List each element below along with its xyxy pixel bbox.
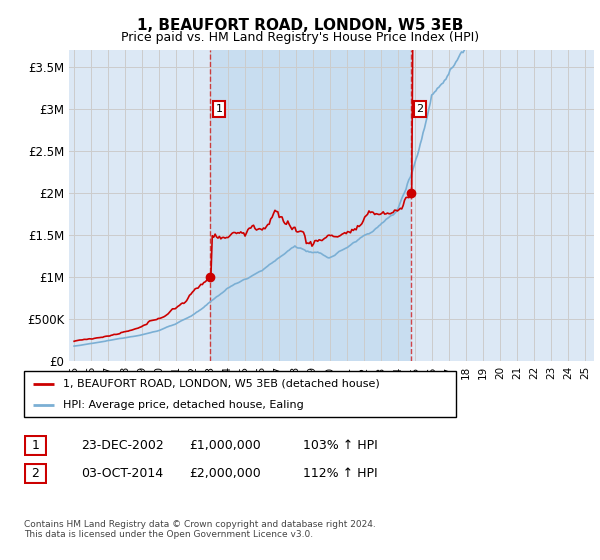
Text: 2: 2 (416, 104, 424, 114)
Text: 2: 2 (31, 466, 40, 480)
Text: £1,000,000: £1,000,000 (189, 438, 261, 452)
Text: 1, BEAUFORT ROAD, LONDON, W5 3EB (detached house): 1, BEAUFORT ROAD, LONDON, W5 3EB (detach… (63, 379, 380, 389)
Text: 1: 1 (215, 104, 223, 114)
Text: Price paid vs. HM Land Registry's House Price Index (HPI): Price paid vs. HM Land Registry's House … (121, 31, 479, 44)
Bar (211, 50, 411, 361)
Text: HPI: Average price, detached house, Ealing: HPI: Average price, detached house, Eali… (63, 400, 304, 410)
FancyBboxPatch shape (25, 464, 46, 483)
Text: 1: 1 (31, 438, 40, 452)
Text: 1, BEAUFORT ROAD, LONDON, W5 3EB: 1, BEAUFORT ROAD, LONDON, W5 3EB (137, 18, 463, 33)
FancyBboxPatch shape (25, 436, 46, 455)
Text: 103% ↑ HPI: 103% ↑ HPI (303, 438, 378, 452)
Text: 23-DEC-2002: 23-DEC-2002 (81, 438, 164, 452)
Text: £2,000,000: £2,000,000 (189, 466, 261, 480)
Text: Contains HM Land Registry data © Crown copyright and database right 2024.
This d: Contains HM Land Registry data © Crown c… (24, 520, 376, 539)
Text: 03-OCT-2014: 03-OCT-2014 (81, 466, 163, 480)
Text: 112% ↑ HPI: 112% ↑ HPI (303, 466, 377, 480)
